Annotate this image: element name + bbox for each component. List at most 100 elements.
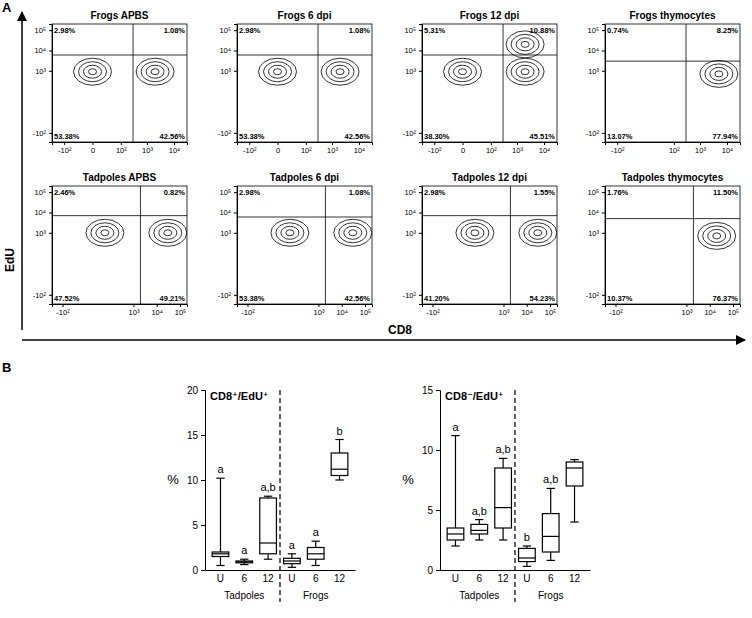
- tick-label: 10³: [327, 146, 338, 155]
- population: [444, 58, 482, 85]
- tick: 10²: [486, 142, 497, 155]
- tick: 10⁴: [404, 46, 422, 55]
- contour: [516, 65, 534, 78]
- tick-label: 0: [192, 565, 198, 576]
- tick-label: U: [288, 573, 295, 584]
- tick-mark: [602, 133, 605, 134]
- median: [331, 469, 348, 470]
- contour: [164, 230, 172, 236]
- significance-letter: a: [217, 463, 224, 475]
- box: [495, 458, 512, 540]
- contour: [151, 69, 159, 75]
- tick: 10³: [327, 142, 338, 155]
- tick: 5: [427, 505, 440, 516]
- tick-label: 15: [422, 385, 434, 396]
- tick: U: [288, 570, 295, 584]
- tick-label: 10³: [314, 308, 325, 317]
- quadrant-label: 54.23%: [530, 294, 556, 303]
- contour: [715, 71, 723, 77]
- tick-mark: [147, 142, 148, 145]
- tick-label: 10⁴: [704, 308, 716, 317]
- tick-label: 10⁴: [722, 146, 734, 155]
- tick-label: 6: [242, 573, 248, 584]
- contour: [154, 223, 182, 243]
- tick-label: 12: [263, 573, 275, 584]
- median: [566, 467, 583, 468]
- contour: [506, 58, 544, 85]
- contour: [516, 38, 534, 51]
- box-body: [519, 548, 536, 561]
- tick-label: 6: [477, 573, 483, 584]
- axis-line: [602, 187, 606, 305]
- tick-mark: [419, 192, 422, 193]
- contour: [449, 62, 477, 82]
- tick-mark: [436, 390, 440, 391]
- tick: 10³: [35, 229, 52, 238]
- tick: 10⁴: [169, 142, 181, 155]
- tick: 10⁴: [521, 304, 533, 317]
- gate-line: [503, 24, 504, 142]
- median: [284, 560, 301, 561]
- axis: -10²10³10⁴10⁵: [238, 304, 373, 317]
- contour: [96, 226, 114, 239]
- tick-mark: [133, 304, 134, 307]
- tick: -10²: [428, 142, 442, 155]
- tick-label: 10: [422, 445, 434, 456]
- whisker-cap: [523, 545, 531, 546]
- box-body: [542, 514, 559, 552]
- flow-panel: -10²010²10³10⁴-10²10³10⁴10⁵2.98%1.08%53.…: [218, 10, 373, 155]
- tick-label: -10²: [58, 146, 72, 155]
- tick-label: 6: [313, 573, 319, 584]
- tick: -10²: [426, 304, 440, 317]
- panel-label: A: [2, 0, 12, 15]
- significance-letter: b: [336, 425, 342, 437]
- quadrant-label: 8.25%: [717, 26, 739, 35]
- whisker-cap: [547, 488, 555, 489]
- tick-mark: [733, 304, 734, 307]
- axis: -10²10²10³10⁴: [606, 142, 741, 155]
- contour: [286, 230, 294, 236]
- tick-label: 10⁴: [587, 46, 599, 55]
- population: [321, 58, 359, 85]
- contour: [149, 219, 187, 246]
- tick-label: -10²: [218, 291, 232, 300]
- tick: -10²: [241, 304, 255, 317]
- tick-mark: [419, 233, 422, 234]
- quadrant-label: 41.20%: [424, 294, 450, 303]
- tick-label: 10⁴: [404, 46, 416, 55]
- tick: 10⁴: [219, 208, 237, 217]
- whisker-cap: [264, 496, 272, 497]
- significance-letter: a: [452, 421, 459, 433]
- tick: 10⁵: [405, 188, 422, 197]
- quadrant-label: 1.08%: [164, 26, 186, 35]
- contour: [459, 69, 467, 75]
- tick-mark: [332, 142, 333, 145]
- population: [334, 219, 372, 246]
- tick-label: -10²: [33, 291, 47, 300]
- whisker-cap: [499, 539, 507, 540]
- tick: 10⁴: [404, 208, 422, 217]
- tick-mark: [201, 390, 205, 391]
- whisker-cap: [475, 539, 483, 540]
- tick: 10⁴: [587, 208, 605, 217]
- contour: [271, 219, 309, 246]
- tick-label: 10⁴: [34, 208, 46, 217]
- contour: [336, 69, 344, 75]
- tick: -10²: [33, 129, 52, 138]
- tick-label: 0: [427, 565, 433, 576]
- tick-label: 0: [461, 146, 465, 155]
- contour: [705, 64, 733, 84]
- whisker-cap: [475, 519, 483, 520]
- axis: -10²10³10⁴10⁵: [606, 304, 741, 317]
- tick: 0: [461, 142, 465, 155]
- contour: [708, 229, 726, 242]
- tick-mark: [49, 233, 52, 234]
- gate-line: [325, 186, 326, 304]
- plot-area: [52, 24, 187, 142]
- tick-mark: [64, 142, 65, 145]
- tick-label: 10⁵: [405, 26, 416, 35]
- tick-label: 10³: [220, 229, 231, 238]
- tick: 10⁵: [35, 26, 52, 35]
- quadrant-label: 76.37%: [713, 294, 739, 303]
- tick: 10⁵: [588, 26, 605, 35]
